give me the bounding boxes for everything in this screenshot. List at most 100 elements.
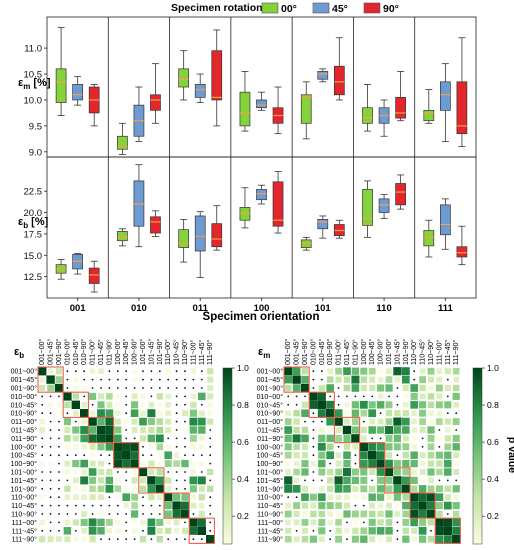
x-tick-label: 101 <box>315 303 332 314</box>
significance-dot <box>108 462 111 465</box>
significance-dot <box>379 412 382 415</box>
heat-cell <box>377 393 384 400</box>
heat-cell <box>385 485 393 493</box>
row-label: 101~00° <box>257 469 284 477</box>
heat-cell <box>326 434 334 443</box>
significance-dot <box>150 370 153 373</box>
heat-cell <box>393 484 402 493</box>
box <box>317 71 329 80</box>
heat-cell <box>411 536 417 542</box>
box <box>256 99 267 109</box>
significance-dot <box>312 429 315 431</box>
significance-dot <box>158 513 161 515</box>
heat-cell <box>190 444 196 450</box>
significance-dot <box>150 513 153 515</box>
heat-cell <box>436 368 443 375</box>
significance-dot <box>175 538 178 541</box>
heat-cell <box>411 427 417 433</box>
heat-cell <box>343 510 351 518</box>
heat-cell <box>198 510 205 518</box>
significance-dot <box>49 429 52 431</box>
significance-dot <box>312 471 315 473</box>
row-label: 011~90° <box>11 435 37 443</box>
heat-cell <box>427 426 435 434</box>
significance-dot <box>295 395 298 398</box>
heat-cell <box>72 426 80 434</box>
row-label: 011~45° <box>257 427 283 435</box>
heat-cell <box>97 443 105 451</box>
heat-cell <box>156 426 164 434</box>
significance-dot <box>184 487 186 490</box>
box <box>88 267 100 284</box>
heat-cell <box>207 402 213 408</box>
col-label: 110~45° <box>419 339 427 365</box>
heat-cell <box>181 459 189 468</box>
heat-cell <box>285 469 292 475</box>
significance-dot <box>41 437 44 440</box>
heat-cell <box>72 460 80 468</box>
heat-cell <box>165 527 172 534</box>
heat-cell <box>443 535 452 544</box>
y-tick-label: 17.5 <box>24 229 43 240</box>
heat-cell <box>197 518 206 527</box>
col-label: 010~45° <box>72 338 80 365</box>
col-label: 010~00° <box>309 338 317 365</box>
y-tick-label: 22.5 <box>24 187 43 198</box>
significance-dot <box>362 395 365 398</box>
significance-dot <box>83 370 86 373</box>
group-highlight <box>188 517 215 544</box>
heat-cell <box>310 510 317 518</box>
heat-cell <box>122 493 130 501</box>
significance-dot <box>175 412 178 415</box>
significance-dot <box>58 429 60 431</box>
heat-cell <box>293 409 300 417</box>
row-label: 010~45° <box>11 401 38 409</box>
box <box>423 230 435 247</box>
heat-cell <box>384 467 394 477</box>
heat-cell <box>55 376 63 383</box>
significance-dot <box>150 504 153 507</box>
significance-dot <box>413 378 416 381</box>
heat-cell <box>106 519 113 526</box>
heat-cell <box>72 410 79 417</box>
significance-dot <box>167 387 170 389</box>
group-highlight <box>138 467 165 494</box>
heat-cell <box>190 401 197 408</box>
heat-cell <box>96 425 106 435</box>
heat-cell <box>377 502 384 509</box>
heat-cell <box>284 510 292 518</box>
heat-cell <box>435 518 444 527</box>
bottom-panel-frame <box>46 156 477 299</box>
heat-cell <box>418 501 427 510</box>
box <box>211 50 223 101</box>
significance-dot <box>49 445 52 448</box>
significance-dot <box>184 445 186 448</box>
heat-cell <box>165 393 171 400</box>
significance-dot <box>125 395 128 398</box>
significance-dot <box>125 378 128 381</box>
significance-dot <box>362 420 365 423</box>
heat-cell <box>284 484 293 493</box>
heat-cell <box>285 519 292 526</box>
heat-cell <box>189 409 197 417</box>
significance-dot <box>133 538 136 541</box>
heat-cell <box>343 485 351 493</box>
heat-cell <box>419 418 426 425</box>
heat-cell <box>199 502 205 509</box>
significance-dot <box>100 454 102 457</box>
heat-cell <box>402 501 410 510</box>
significance-dot <box>58 496 60 499</box>
heat-cell <box>309 392 318 401</box>
significance-dot <box>41 471 44 473</box>
significance-dot <box>312 454 315 457</box>
row-label: 110~45° <box>257 502 283 510</box>
significance-dot <box>66 504 69 507</box>
heat-cell <box>318 518 326 526</box>
heat-cell <box>301 502 309 509</box>
heat-cell <box>385 476 393 484</box>
heat-cell <box>115 402 121 408</box>
heat-cell <box>122 459 131 468</box>
significance-dot <box>58 471 60 473</box>
heat-cell <box>335 376 342 383</box>
heat-cell <box>326 376 334 383</box>
